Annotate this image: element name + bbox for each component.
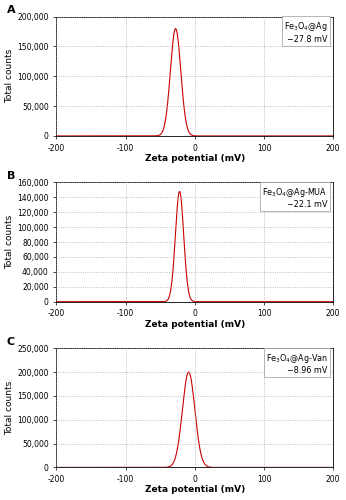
Y-axis label: Total counts: Total counts	[6, 215, 15, 269]
Y-axis label: Total counts: Total counts	[6, 49, 15, 104]
X-axis label: Zeta potential (mV): Zeta potential (mV)	[145, 154, 245, 163]
X-axis label: Zeta potential (mV): Zeta potential (mV)	[145, 320, 245, 328]
Text: C: C	[7, 337, 15, 347]
Text: Fe$_3$O$_4$@Ag
−27.8 mV: Fe$_3$O$_4$@Ag −27.8 mV	[284, 20, 328, 44]
Y-axis label: Total counts: Total counts	[6, 380, 15, 435]
Text: A: A	[7, 6, 15, 16]
X-axis label: Zeta potential (mV): Zeta potential (mV)	[145, 486, 245, 494]
Text: Fe$_3$O$_4$@Ag-Van
−8.96 mV: Fe$_3$O$_4$@Ag-Van −8.96 mV	[266, 352, 328, 375]
Text: Fe$_3$O$_4$@Ag-MUA
−22.1 mV: Fe$_3$O$_4$@Ag-MUA −22.1 mV	[262, 186, 328, 210]
Text: B: B	[7, 171, 15, 181]
